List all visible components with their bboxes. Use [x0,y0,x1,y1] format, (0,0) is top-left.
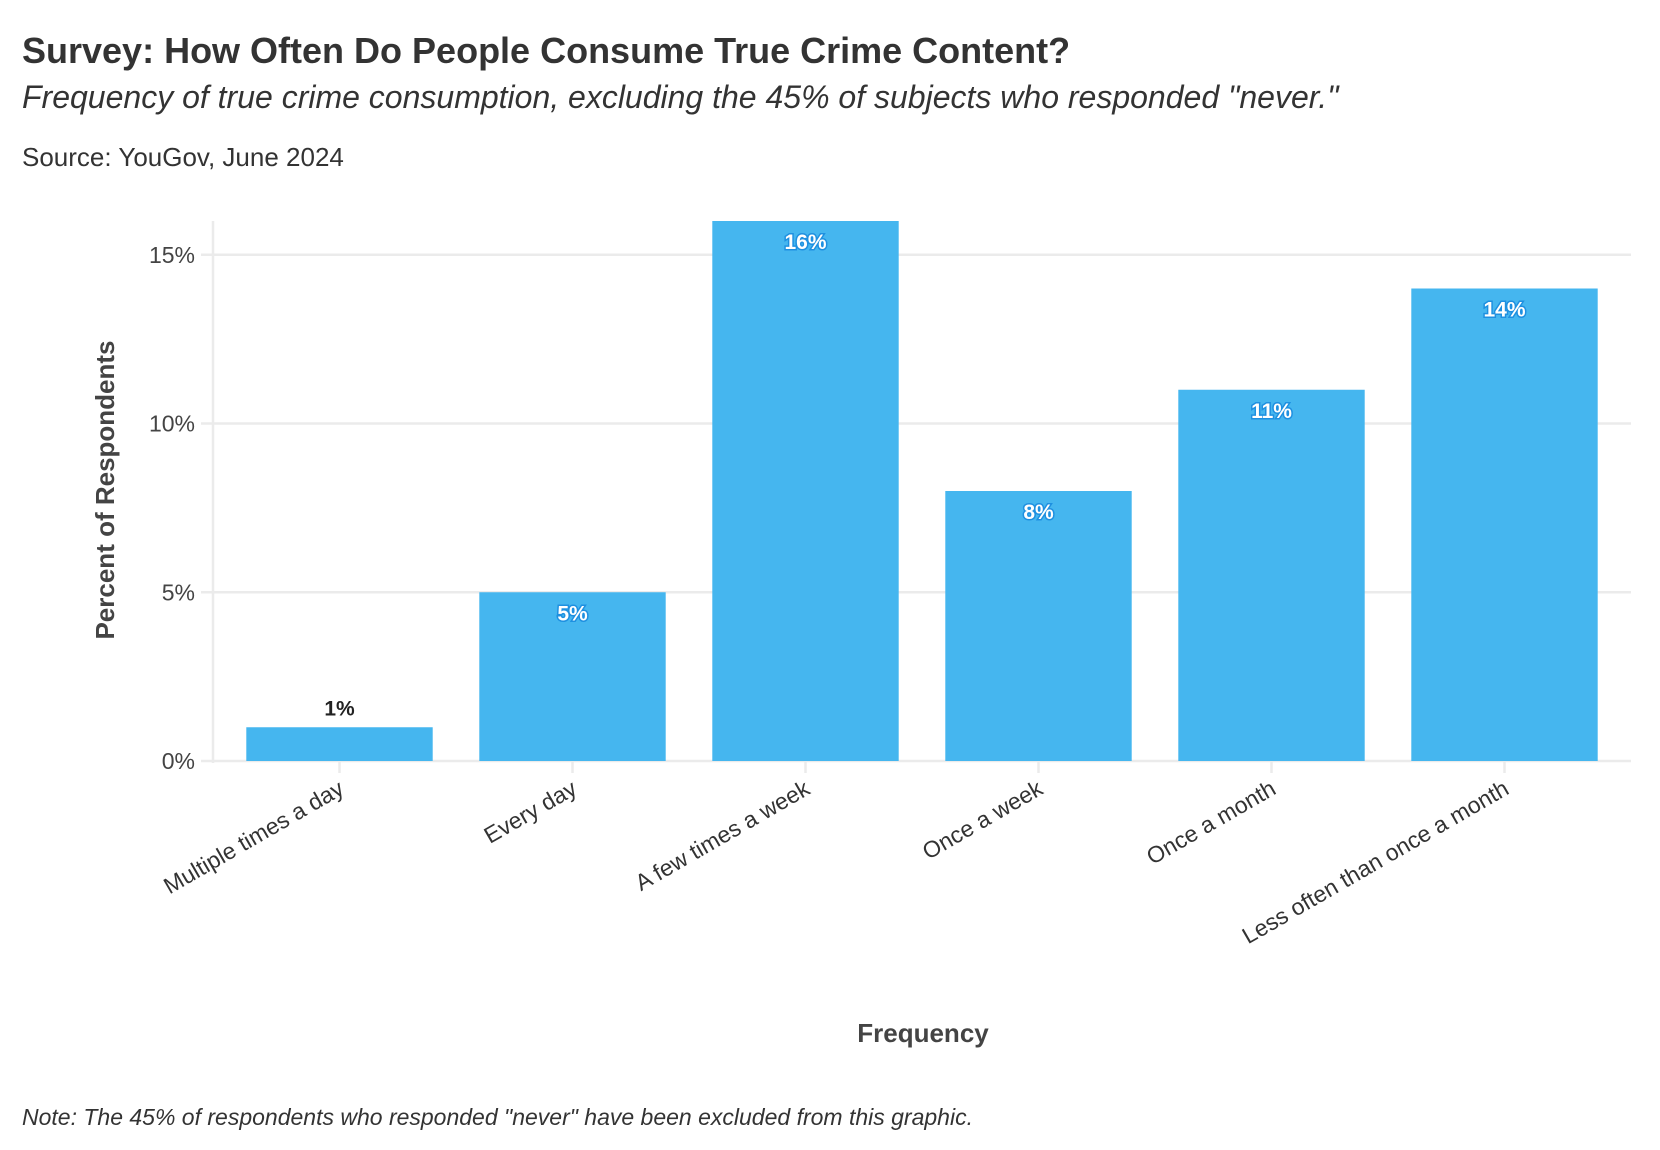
x-tick-label: Once a month [1142,775,1280,870]
bar [246,727,433,761]
x-tick-label: Multiple times a day [159,775,348,899]
data-label: 16% [784,231,826,254]
chart-subtitle: Frequency of true crime consumption, exc… [22,79,1340,115]
x-tick-label: A few times a week [631,775,815,896]
data-label: 5% [557,602,588,625]
data-label: 14% [1483,299,1525,322]
x-tick-label: Every day [479,775,581,849]
y-tick-label: 10% [149,411,195,437]
data-label: 11% [1251,400,1292,423]
bar [1411,288,1598,761]
plot-area: 0% 5% 10% 15% Multiple times a day 1% Every da… [149,221,1631,949]
y-tick-label: 0% [162,748,195,774]
bar [712,221,899,761]
bar [945,491,1132,761]
bar [479,592,666,761]
data-label: 1% [324,697,355,720]
chart-source: Source: YouGov, June 2024 [22,142,344,172]
bar [1178,389,1365,761]
y-axis-label: Percent of Respondents [90,340,120,639]
data-label: 8% [1023,501,1054,524]
y-tick-label: 5% [162,579,195,605]
y-tick-label: 15% [149,242,195,268]
chart-title: Survey: How Often Do People Consume True… [22,30,1070,71]
x-tick-label: Once a week [918,775,1048,865]
chart-note: Note: The 45% of respondents who respond… [22,1104,973,1130]
x-axis-label: Frequency [857,1018,989,1048]
x-tick-label: Less often than once a month [1238,775,1513,949]
